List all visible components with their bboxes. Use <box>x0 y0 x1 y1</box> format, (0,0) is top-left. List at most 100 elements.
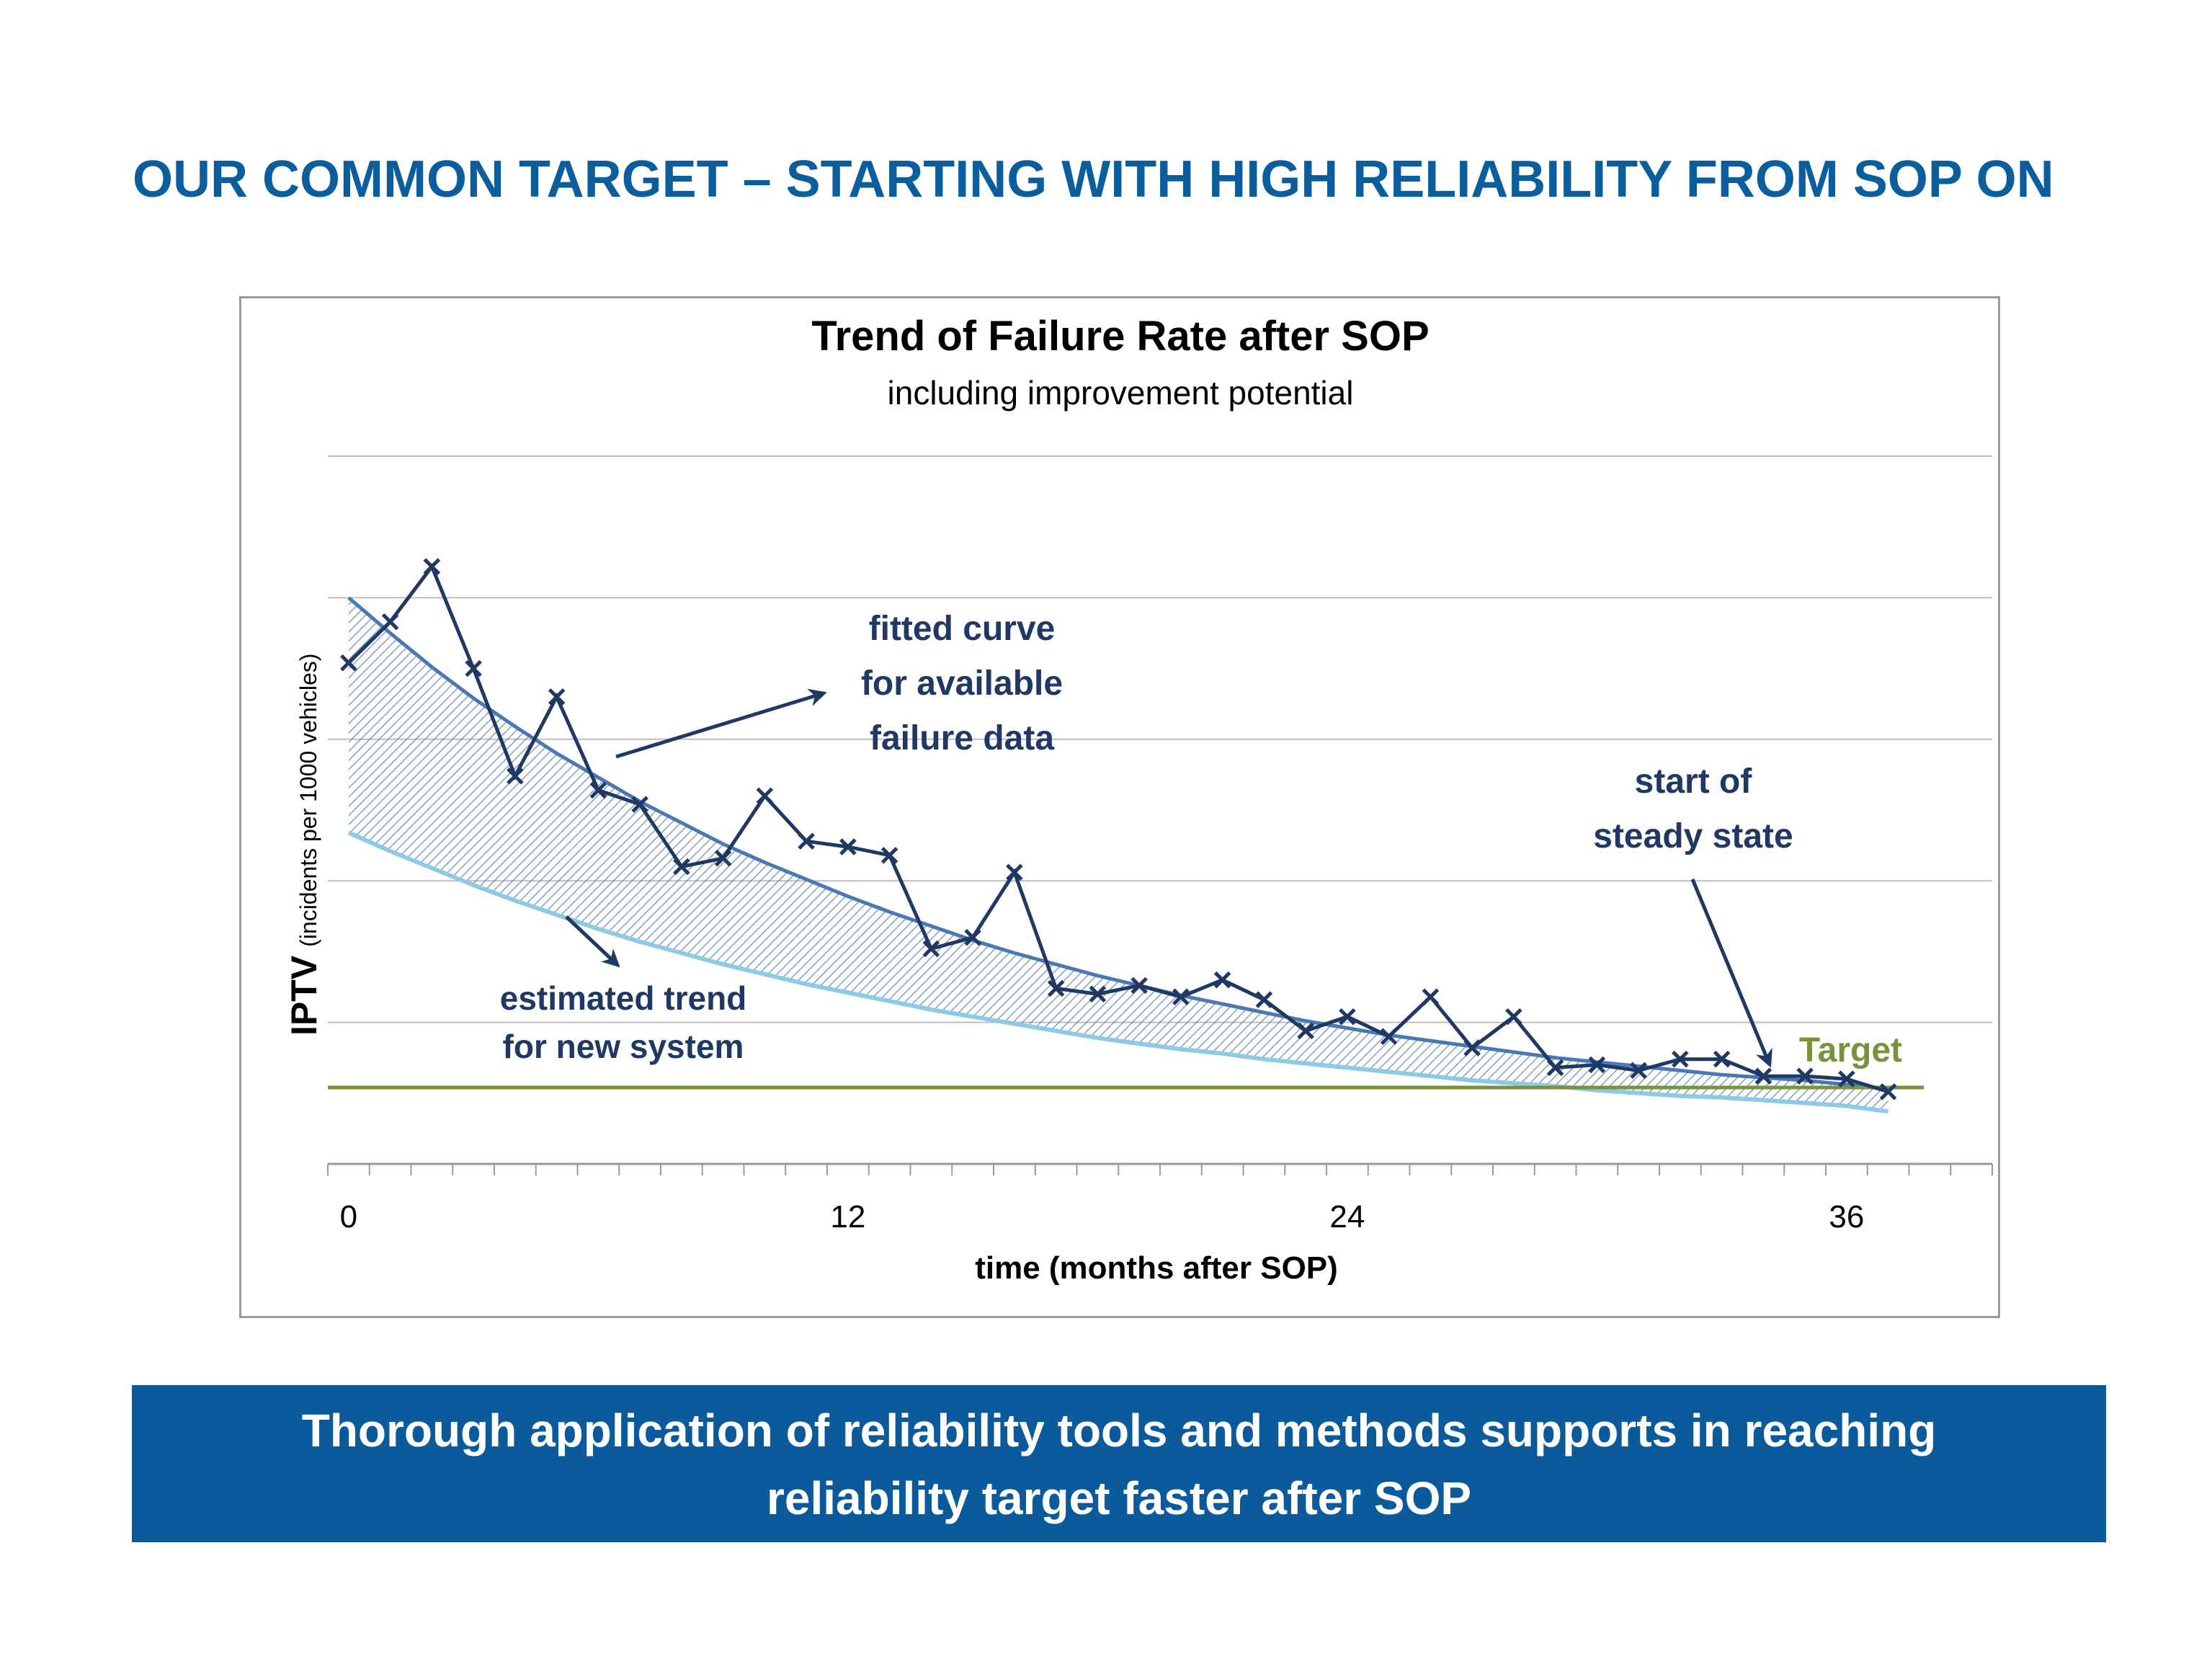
data-point <box>1380 1028 1398 1046</box>
data-point-marker <box>381 613 399 631</box>
x-tick-label: 12 <box>830 1199 865 1235</box>
data-point-marker <box>589 781 607 799</box>
data-point-marker <box>1297 1022 1314 1040</box>
data-point-marker <box>756 787 774 805</box>
annotation-fitted-line2: for available <box>861 664 1063 703</box>
observed-data-line <box>347 563 1889 1094</box>
data-point-marker <box>423 558 441 575</box>
data-point <box>1546 1059 1564 1077</box>
data-point-marker <box>1255 991 1273 1008</box>
data-point-marker <box>1713 1050 1731 1068</box>
estimated-arrow <box>565 915 620 968</box>
data-point <box>880 847 898 864</box>
data-point <box>1463 1039 1481 1057</box>
annotation-estimated: estimated trend for new system <box>500 979 747 1065</box>
data-point <box>1047 979 1065 997</box>
banner-line-2: reliability target faster after SOP <box>766 1472 1472 1524</box>
annotation-estimated-line2: for new system <box>503 1028 744 1065</box>
data-point <box>1255 991 1273 1008</box>
data-point <box>1672 1050 1689 1068</box>
data-point <box>798 832 815 850</box>
data-point-marker <box>922 940 940 958</box>
target-label: Target <box>1799 1031 1902 1069</box>
data-point-marker <box>507 768 524 785</box>
data-point <box>1213 971 1231 989</box>
improvement-band <box>348 597 1888 1112</box>
data-point-marker <box>1089 985 1107 1003</box>
data-point-marker <box>880 847 898 864</box>
chart-svg: Trend of Failure Rate after SOP includin… <box>284 313 1993 1286</box>
x-tick-label: 36 <box>1829 1199 1864 1235</box>
data-point-marker <box>1630 1062 1647 1080</box>
data-point <box>1879 1083 1897 1100</box>
y-axis-label: IPTV (incidents per 1000 vehicles) <box>284 654 324 1036</box>
annotation-steady-state: start of steady state <box>1593 762 1793 855</box>
data-point-marker <box>1672 1050 1689 1068</box>
data-point-marker <box>631 796 648 813</box>
data-point <box>1630 1062 1647 1080</box>
data-point-marker <box>1546 1059 1564 1077</box>
steady-state-arrow <box>1690 879 1772 1068</box>
data-point-marker <box>1339 1008 1356 1026</box>
data-point <box>423 558 441 575</box>
data-point <box>1505 1008 1522 1026</box>
data-point <box>964 928 981 946</box>
data-point <box>1130 977 1148 995</box>
data-point <box>1006 863 1023 881</box>
data-point-marker <box>1505 1008 1522 1026</box>
data-point <box>1838 1070 1855 1088</box>
data-point-marker <box>673 858 690 876</box>
data-point <box>1422 988 1440 1006</box>
data-point-marker <box>1172 988 1190 1006</box>
y-axis-label-detail: (incidents per 1000 vehicles) <box>295 654 321 947</box>
data-point-marker <box>964 928 981 946</box>
data-point <box>1796 1067 1814 1085</box>
slide-title: OUR COMMON TARGET – STARTING WITH HIGH R… <box>133 151 2054 208</box>
data-point <box>922 940 940 958</box>
data-point <box>1754 1067 1772 1085</box>
data-point <box>381 613 399 631</box>
data-point <box>714 850 732 867</box>
data-point-marker <box>1213 971 1231 989</box>
annotation-estimated-line1: estimated trend <box>500 979 747 1017</box>
data-point <box>507 768 524 785</box>
data-point <box>548 688 566 706</box>
fitted-arrow <box>615 688 827 759</box>
data-point-marker <box>1006 863 1023 881</box>
data-point <box>1297 1022 1314 1040</box>
data-point <box>1588 1056 1606 1074</box>
data-point-marker <box>839 838 857 855</box>
chart-frame: Trend of Failure Rate after SOP includin… <box>239 296 2000 1318</box>
data-point <box>1339 1008 1356 1026</box>
annotation-steady-line2: steady state <box>1593 817 1793 855</box>
conclusion-banner: Thorough application of reliability tool… <box>132 1385 2106 1542</box>
data-point-marker <box>1463 1039 1481 1057</box>
data-point-marker <box>1879 1083 1897 1100</box>
data-point-marker <box>1588 1056 1606 1074</box>
x-axis: 0 12 24 36 <box>327 1162 1993 1235</box>
data-point-marker <box>798 832 815 850</box>
data-point <box>631 796 648 813</box>
data-point <box>465 659 482 677</box>
data-point <box>340 654 357 672</box>
chart-subtitle: including improvement potential <box>888 374 1354 412</box>
annotation-fitted: fitted curve for available failure data <box>861 610 1063 757</box>
data-point-marker <box>1838 1070 1855 1088</box>
improvement-band-area <box>348 597 1888 1112</box>
annotation-fitted-line1: fitted curve <box>869 610 1056 648</box>
annotation-steady-line1: start of <box>1635 762 1753 801</box>
data-point-marker <box>1130 977 1148 995</box>
data-point <box>1172 988 1190 1006</box>
data-point-marker <box>465 659 482 677</box>
data-point-marker <box>1796 1067 1814 1085</box>
data-point <box>756 787 774 805</box>
x-tick-label: 0 <box>340 1199 357 1235</box>
data-point-marker <box>340 654 357 672</box>
data-point-marker <box>714 850 732 867</box>
data-point <box>589 781 607 799</box>
x-axis-label: time (months after SOP) <box>975 1250 1338 1286</box>
data-point-marker <box>548 688 566 706</box>
data-point-marker <box>1422 988 1440 1006</box>
observed-data-series <box>340 558 1897 1100</box>
data-point <box>673 858 690 876</box>
